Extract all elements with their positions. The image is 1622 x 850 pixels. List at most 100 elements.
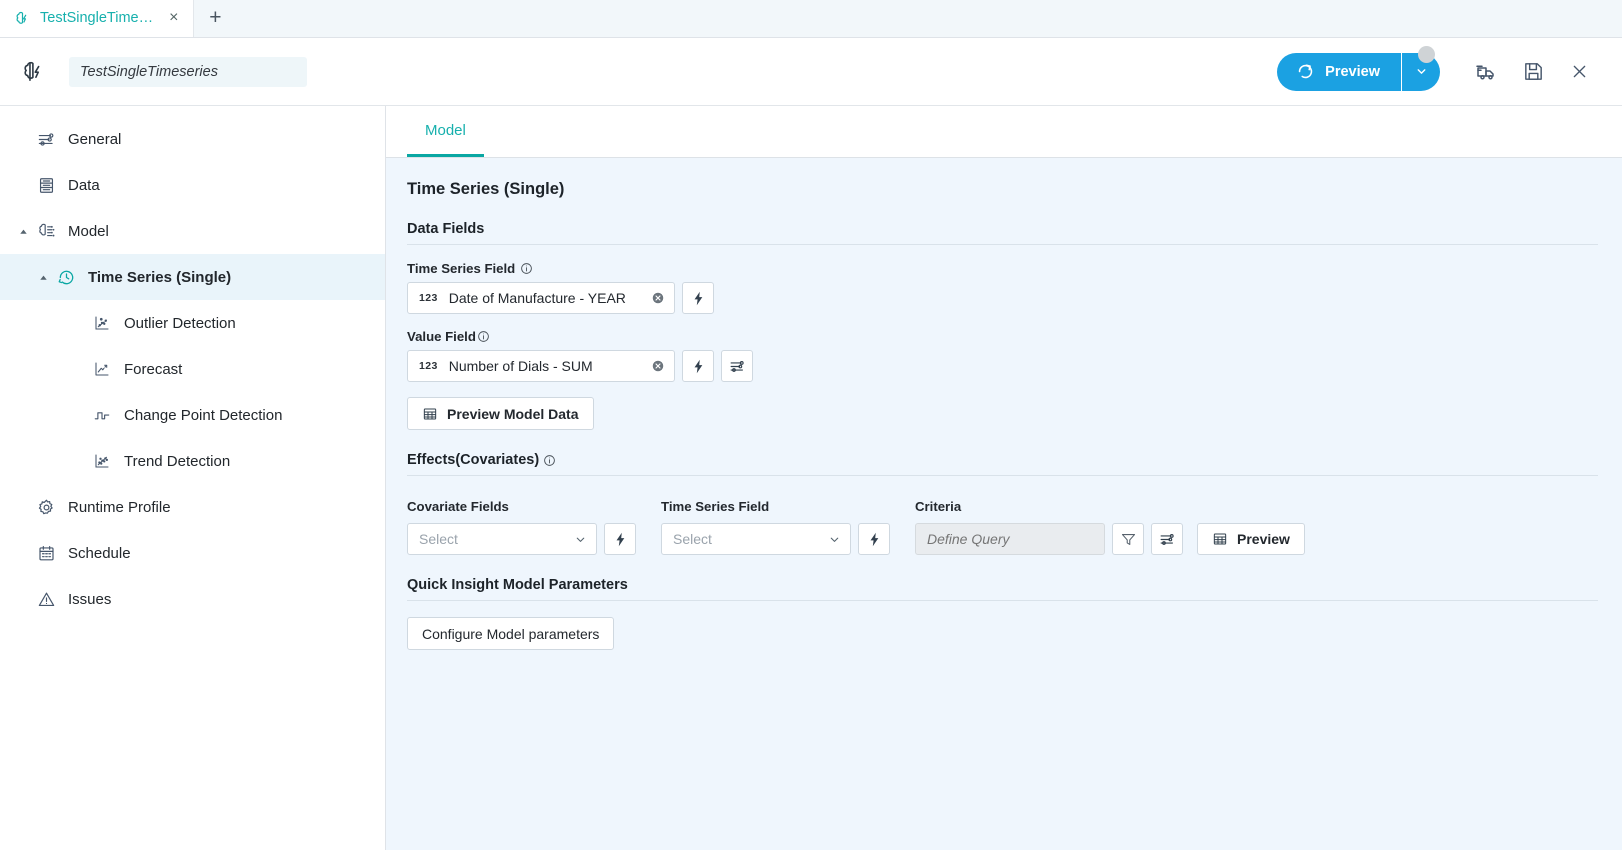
preview-divider [1401, 52, 1402, 91]
value-field-label-text: Value Field [407, 329, 476, 344]
new-tab-button[interactable]: + [194, 0, 237, 37]
app-logo-icon [18, 57, 48, 87]
sidebar-item-model[interactable]: Model [0, 208, 385, 254]
sidebar-item-trend-detection[interactable]: Trend Detection [0, 438, 385, 484]
field-type-badge: 123 [419, 292, 438, 304]
time-series-field-row: 123 Date of Manufacture - YEAR [407, 282, 1598, 314]
browser-tab[interactable]: TestSingleTime… × [0, 0, 195, 37]
page-title: Time Series (Single) [407, 180, 565, 198]
sidebar-item-label: Data [68, 176, 100, 194]
sidebar-item-forecast[interactable]: Forecast [0, 346, 385, 392]
configure-model-parameters-label: Configure Model parameters [422, 625, 600, 642]
chevron-down-icon [828, 533, 841, 546]
main-tab-bar: Model [386, 106, 1622, 158]
chevron-down-icon [574, 533, 587, 546]
covariate-preview-label: Preview [1237, 531, 1290, 547]
time-series-field-chip[interactable]: 123 Date of Manufacture - YEAR [407, 282, 675, 314]
sidebar-item-time-series-single[interactable]: Time Series (Single) [0, 254, 385, 300]
time-series-field-expression-button[interactable] [682, 282, 714, 314]
sidebar-item-label: Trend Detection [124, 452, 231, 470]
browser-tab-title: TestSingleTime… [40, 10, 154, 26]
configure-model-parameters-button[interactable]: Configure Model parameters [407, 617, 615, 650]
value-field-chip[interactable]: 123 Number of Dials - SUM [407, 350, 675, 382]
header-spacer [1151, 492, 1183, 514]
criteria-filter-column [1112, 492, 1144, 555]
table-grid-icon [422, 406, 438, 422]
covariate-fields-expression-button[interactable] [604, 523, 636, 555]
clear-icon[interactable] [651, 359, 665, 373]
project-name-input[interactable] [69, 56, 307, 87]
preview-model-data-label: Preview Model Data [447, 405, 579, 422]
lightning-icon [866, 531, 883, 548]
save-button[interactable] [1510, 50, 1556, 94]
covariate-timeseries-expression-button[interactable] [858, 523, 890, 555]
tab-model-label: Model [425, 121, 466, 139]
sidebar-item-general[interactable]: General [0, 116, 385, 162]
save-disk-icon [1522, 60, 1545, 83]
preview-button[interactable]: Preview [1277, 52, 1401, 91]
lightning-icon [690, 358, 707, 375]
covariates-row: Covariate Fields Select [407, 492, 1598, 555]
covariate-fields-expression-column [604, 492, 636, 555]
sliders-icon [729, 358, 746, 375]
sidebar-item-label: Issues [68, 590, 112, 608]
tab-model[interactable]: Model [407, 106, 484, 157]
info-icon[interactable] [520, 262, 533, 275]
preview-button-group: Preview [1277, 45, 1440, 91]
time-series-field-label: Time Series Field [407, 261, 1598, 276]
sidebar-item-label: Outlier Detection [124, 314, 236, 332]
criteria-column: Criteria [915, 499, 1105, 555]
step-chart-icon [88, 406, 116, 424]
header-spacer [858, 492, 890, 514]
covariate-timeseries-header: Time Series Field [661, 499, 770, 514]
spacer [407, 430, 1598, 452]
time-series-field-label-text: Time Series Field [407, 261, 516, 276]
value-field-value: Number of Dials - SUM [448, 358, 593, 374]
browser-tab-close-icon[interactable]: × [169, 9, 179, 26]
header-spacer [1112, 492, 1144, 514]
trend-chart-icon [88, 452, 116, 470]
funnel-filter-icon [1120, 531, 1137, 548]
chevron-up-icon[interactable] [14, 226, 32, 237]
sliders-icon [1159, 531, 1176, 548]
preview-model-data-button[interactable]: Preview Model Data [407, 397, 594, 430]
covariate-timeseries-select[interactable]: Select [661, 523, 851, 555]
sliders-icon [32, 130, 60, 149]
calendar-icon [32, 544, 60, 563]
info-icon[interactable] [543, 454, 556, 467]
chevron-up-icon[interactable] [34, 272, 52, 283]
clear-icon[interactable] [651, 291, 665, 305]
sidebar-item-label: Schedule [68, 544, 131, 562]
table-grid-icon [1212, 531, 1228, 547]
field-type-badge: 123 [419, 360, 438, 372]
sidebar-item-schedule[interactable]: Schedule [0, 530, 385, 576]
criteria-filter-button[interactable] [1112, 523, 1144, 555]
covariate-preview-button[interactable]: Preview [1197, 523, 1305, 555]
criteria-settings-button[interactable] [1151, 523, 1183, 555]
info-icon[interactable] [477, 330, 490, 343]
sidebar-nav: General Data [0, 106, 386, 850]
value-field-settings-button[interactable] [721, 350, 753, 382]
sidebar-item-label: Forecast [124, 360, 183, 378]
model-panel: Time Series (Single) Data Fields Time Se… [386, 158, 1622, 850]
close-editor-button[interactable] [1556, 50, 1602, 94]
lightning-icon [612, 531, 629, 548]
covariate-timeseries-select-value: Select [673, 531, 712, 547]
covariate-timeseries-expression-column [858, 492, 890, 555]
time-series-field-value: Date of Manufacture - YEAR [448, 290, 626, 306]
covariate-fields-select[interactable]: Select [407, 523, 597, 555]
sidebar-item-data[interactable]: Data [0, 162, 385, 208]
sidebar-item-outlier-detection[interactable]: Outlier Detection [0, 300, 385, 346]
covariate-fields-header: Covariate Fields [407, 499, 509, 514]
sidebar-item-change-point-detection[interactable]: Change Point Detection [0, 392, 385, 438]
deploy-button[interactable] [1464, 50, 1510, 94]
sidebar-item-issues[interactable]: Issues [0, 576, 385, 622]
header-actions: Preview [1277, 45, 1602, 94]
browser-tab-strip: TestSingleTime… × + [0, 0, 1622, 38]
sidebar-item-runtime-profile[interactable]: Runtime Profile [0, 484, 385, 530]
value-field-expression-button[interactable] [682, 350, 714, 382]
gear-icon [32, 498, 60, 517]
header-spacer [1197, 492, 1305, 514]
sidebar-item-label: General [68, 130, 122, 148]
criteria-query-input[interactable] [915, 523, 1105, 555]
